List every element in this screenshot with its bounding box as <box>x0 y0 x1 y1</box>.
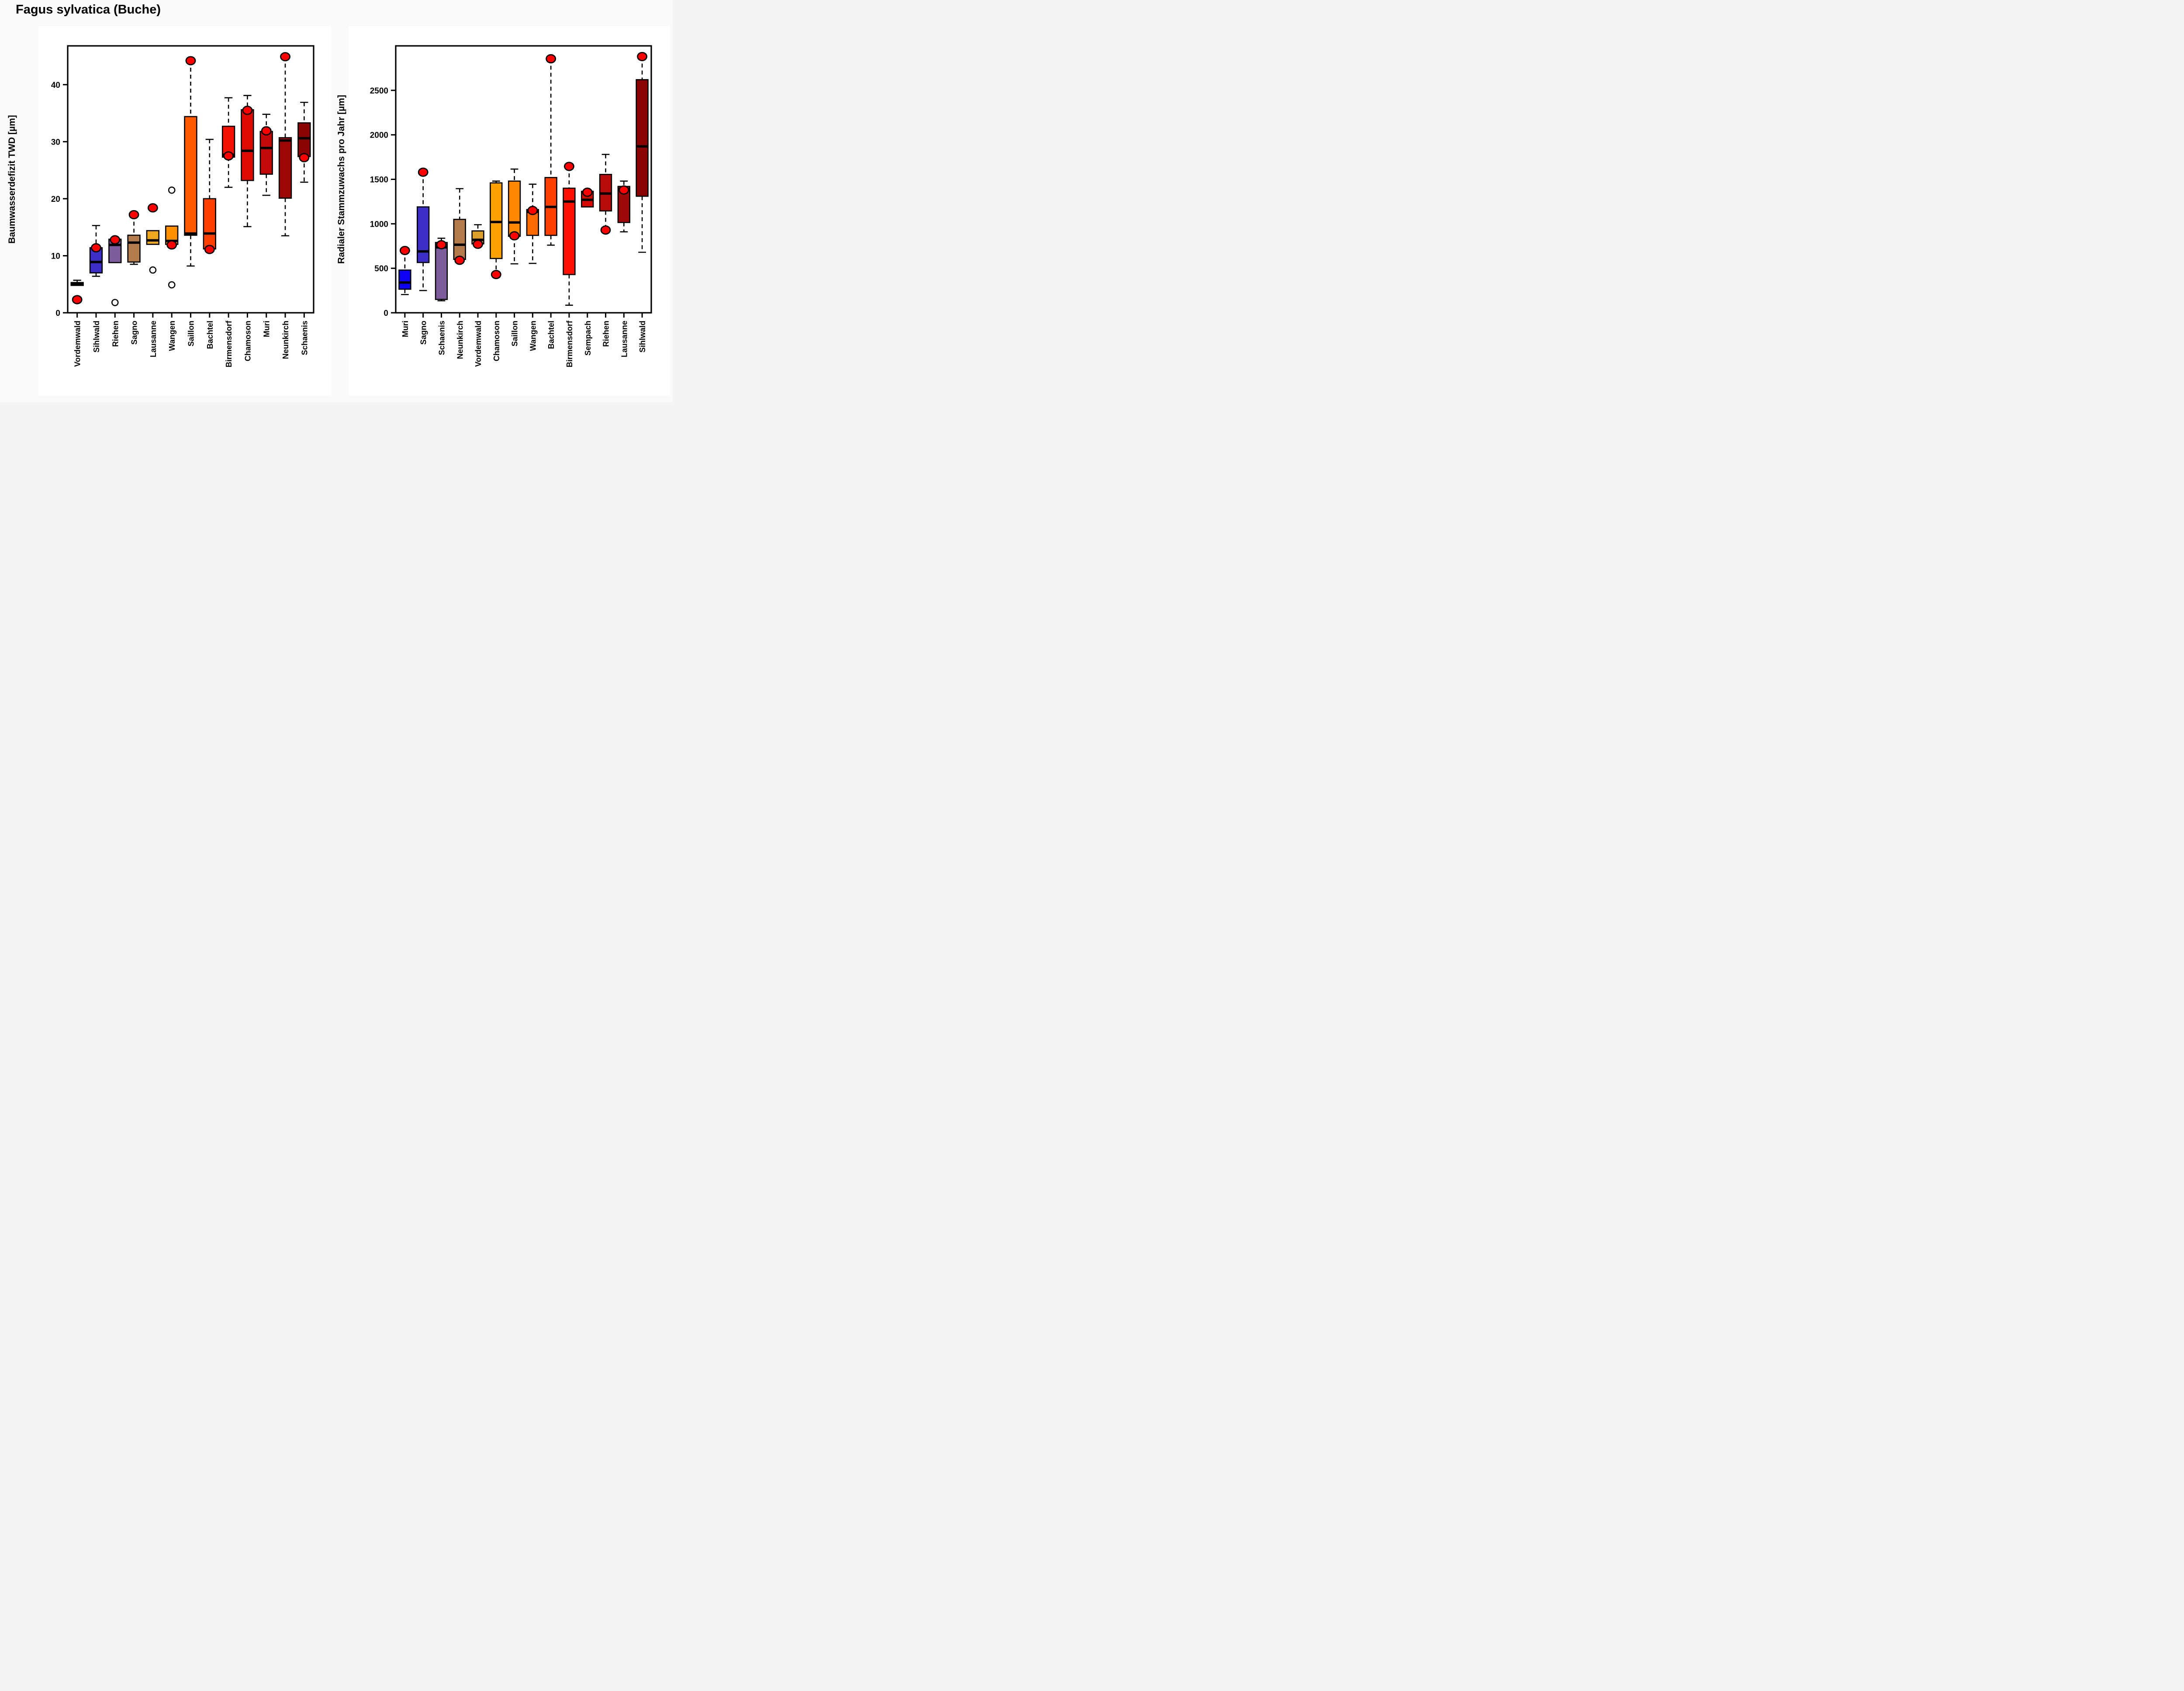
left-x-label-chamoson: Chamoson <box>243 321 252 361</box>
left-mean-dot-muri <box>261 126 272 136</box>
right-mean-dot-riehen <box>600 225 611 235</box>
right-x-label-sagno: Sagno <box>419 321 428 345</box>
right-box-sihlwald <box>636 79 649 197</box>
right-mean-dot-sagno <box>418 167 429 177</box>
left-mean-dot-saillon <box>185 56 196 66</box>
right-x-label-schaenis: Schaenis <box>437 321 446 355</box>
left-x-label-sihlwald: Sihlwald <box>92 321 101 353</box>
right-x-label-birmensdorf: Birmensdorf <box>565 320 574 367</box>
right-x-label-lausanne: Lausanne <box>620 321 629 357</box>
left-mean-dot-schaenis <box>299 153 310 163</box>
right-mean-dot-chamoson <box>491 270 501 280</box>
left-mean-dot-lausanne <box>147 203 158 213</box>
right-x-label-sempach: Sempach <box>584 321 592 356</box>
left-x-label-riehen: Riehen <box>111 321 120 347</box>
left-mean-dot-bachtel <box>204 245 215 254</box>
left-box-saillon <box>184 116 197 236</box>
left-x-label-muri: Muri <box>263 321 271 337</box>
right-box-neunkirch <box>453 218 466 260</box>
left-box-riehen <box>108 239 122 263</box>
left-y-tick-label: 40 <box>51 81 60 90</box>
left-x-label-schaenis: Schaenis <box>300 321 309 355</box>
left-x-label-neunkirch: Neunkirch <box>281 321 290 359</box>
left-x-label-bachtel: Bachtel <box>206 321 214 349</box>
left-outlier-wangen <box>168 187 176 194</box>
left-box-sagno <box>127 235 141 263</box>
left-box-muri <box>259 131 273 175</box>
right-x-label-bachtel: Bachtel <box>547 321 556 349</box>
right-x-label-chamoson: Chamoson <box>492 321 501 361</box>
right-mean-dot-saillon <box>509 231 520 241</box>
right-y-tick-label: 2500 <box>370 86 388 96</box>
left-box-bachtel <box>203 198 216 250</box>
right-box-saillon <box>508 180 521 237</box>
right-mean-dot-lausanne <box>619 185 629 195</box>
right-x-label-wangen: Wangen <box>529 321 537 351</box>
left-x-label-wangen: Wangen <box>168 321 176 351</box>
right-x-label-riehen: Riehen <box>602 321 611 347</box>
right-plot-area <box>395 45 652 314</box>
left-y-tick-label: 30 <box>51 138 60 147</box>
right-mean-dot-sempach <box>582 187 593 197</box>
left-x-label-lausanne: Lausanne <box>149 321 158 357</box>
right-box-sagno <box>417 206 430 263</box>
right-mean-dot-wangen <box>527 206 538 215</box>
left-outlier-wangen <box>168 281 176 289</box>
left-mean-dot-wangen <box>166 240 177 250</box>
right-mean-dot-vordemwald <box>473 239 483 249</box>
right-box-muri <box>398 269 411 290</box>
right-mean-dot-neunkirch <box>454 256 465 265</box>
right-y-tick-label: 0 <box>384 309 388 318</box>
left-mean-dot-sihlwald <box>91 243 101 252</box>
boxplot-figure: 0 10 20 30 40 Baumwasserdefizit TWD [µm] Vorde… <box>7 45 652 367</box>
chart-title: Fagus sylvatica (Buche) <box>16 3 161 17</box>
left-box-chamoson <box>241 109 254 181</box>
left-mean-dot-sagno <box>128 210 139 220</box>
left-box-neunkirch <box>278 137 292 199</box>
right-y-tick-label: 2000 <box>370 131 388 140</box>
right-x-label-saillon: Saillon <box>511 321 519 346</box>
right-mean-dot-bachtel <box>546 54 556 64</box>
left-box-schaenis <box>297 122 311 157</box>
left-x-label-saillon: Saillon <box>187 321 196 346</box>
right-box-schaenis <box>435 242 448 300</box>
right-mean-dot-sihlwald <box>637 52 648 62</box>
left-outlier-riehen <box>111 299 119 306</box>
right-mean-dot-birmensdorf <box>564 162 574 171</box>
right-x-label-vordemwald: Vordemwald <box>474 321 483 367</box>
right-box-chamoson <box>490 182 503 259</box>
figure-page: Fagus sylvatica (Buche) 0 10 20 30 40 Baumwas… <box>0 0 673 402</box>
left-x-label-vordemwald: Vordemwald <box>73 321 82 367</box>
left-y-tick-label: 20 <box>51 195 60 204</box>
left-x-label-sagno: Sagno <box>130 321 139 345</box>
right-x-label-muri: Muri <box>401 321 410 337</box>
left-y-tick-label: 0 <box>55 309 60 318</box>
right-x-label-neunkirch: Neunkirch <box>456 321 464 359</box>
left-box-lausanne <box>146 230 160 245</box>
left-mean-dot-neunkirch <box>280 52 290 62</box>
left-y-tick-label: 10 <box>51 252 60 261</box>
right-mean-dot-muri <box>399 246 410 256</box>
right-mean-dot-schaenis <box>436 240 447 249</box>
right-y-tick-label: 500 <box>374 264 388 273</box>
right-y-tick-label: 1000 <box>370 220 388 229</box>
right-x-label-sihlwald: Sihlwald <box>638 321 647 353</box>
left-x-label-birmensdorf: Birmensdorf <box>225 320 233 367</box>
left-y-axis-label: Baumwasserdefizit TWD [µm] <box>7 115 17 243</box>
left-outlier-lausanne <box>149 266 157 274</box>
left-mean-dot-vordemwald <box>72 295 83 304</box>
left-mean-dot-chamoson <box>242 105 253 115</box>
left-mean-dot-riehen <box>110 235 121 245</box>
right-y-axis-label: Radialer Stammzuwachs pro Jahr [µm] <box>336 95 346 264</box>
left-mean-dot-birmensdorf <box>223 151 234 161</box>
right-y-tick-label: 1500 <box>370 176 388 185</box>
